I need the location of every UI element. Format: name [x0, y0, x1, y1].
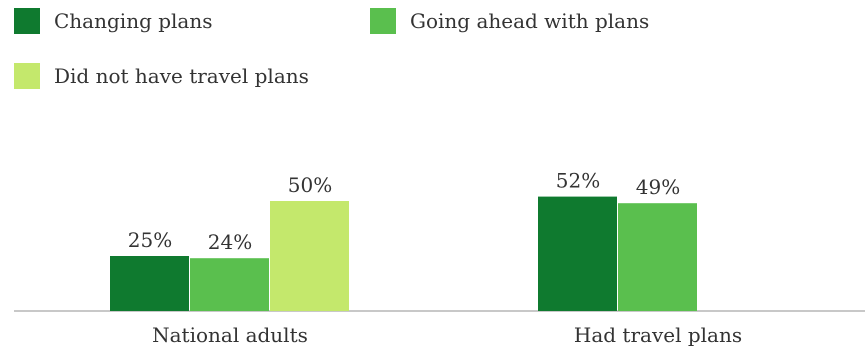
legend-item-changing-plans: Changing plans — [14, 8, 213, 34]
legend-swatch-no-travel-plans — [14, 63, 40, 89]
legend-swatch-going-ahead — [370, 8, 396, 34]
category-label-had-travel-plans: Had travel plans — [574, 323, 742, 347]
category-label-national-adults: National adults — [152, 323, 308, 347]
bar-had-travel-plans-going-ahead-with-plans — [618, 203, 697, 311]
data-label-had-travel-plans-going-ahead-with-plans: 49% — [636, 175, 680, 199]
data-label-national-adults-did-not-have-travel-plans: 50% — [288, 173, 332, 197]
data-label-national-adults-changing-plans: 25% — [128, 228, 172, 252]
legend-label-no-travel-plans: Did not have travel plans — [54, 64, 309, 88]
chart-legend: Changing plans Going ahead with plans Di… — [0, 0, 865, 100]
data-label-had-travel-plans-changing-plans: 52% — [556, 169, 600, 193]
bar-national-adults-changing-plans — [110, 256, 189, 311]
bar-national-adults-did-not-have-travel-plans — [270, 201, 349, 311]
legend-swatch-changing-plans — [14, 8, 40, 34]
legend-item-going-ahead: Going ahead with plans — [370, 8, 649, 34]
legend-label-changing-plans: Changing plans — [54, 9, 213, 33]
data-label-national-adults-going-ahead-with-plans: 24% — [208, 230, 252, 254]
bar-had-travel-plans-changing-plans — [538, 196, 617, 311]
legend-item-no-travel-plans: Did not have travel plans — [14, 63, 309, 89]
legend-label-going-ahead: Going ahead with plans — [410, 9, 650, 33]
bar-national-adults-going-ahead-with-plans — [190, 258, 269, 311]
